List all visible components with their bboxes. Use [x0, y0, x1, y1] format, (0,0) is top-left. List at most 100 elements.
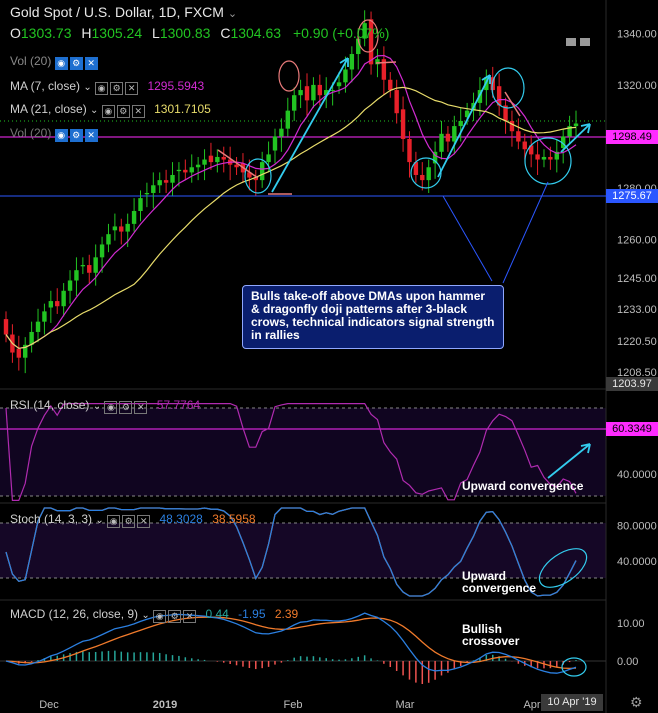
top-icons	[566, 38, 590, 46]
rsi-row[interactable]: RSI (14, close) ⌄ ◉ ⚙ ✕ 57.7764	[10, 398, 200, 414]
symbol-row[interactable]: Gold Spot / U.S. Dollar, 1D, FXCM ⌄	[10, 4, 237, 20]
candle-body	[35, 321, 41, 332]
candle-body	[548, 156, 553, 160]
symbol-title[interactable]: Gold Spot / U.S. Dollar, 1D, FXCM	[10, 4, 224, 20]
candle-body	[170, 174, 175, 183]
candle-body	[234, 164, 239, 168]
candle-body	[496, 86, 502, 106]
close-icon[interactable]: ✕	[183, 610, 197, 623]
candle-body	[99, 244, 105, 258]
date-tag: 10 Apr '19	[541, 694, 603, 711]
price-tick-label: 1320.00	[617, 80, 657, 92]
gear-icon[interactable]: ⚙	[119, 401, 133, 414]
chevron-down-icon[interactable]: ⌄	[95, 515, 104, 526]
date-tick-label: Apr	[523, 699, 540, 711]
eye-icon[interactable]: ◉	[54, 129, 68, 142]
candle-body	[23, 344, 28, 358]
stoch-row[interactable]: Stoch (14, 3, 3) ⌄ ◉ ⚙ ✕ 48.3028 38.5958	[10, 512, 256, 528]
eye-icon[interactable]: ◉	[107, 515, 121, 528]
macd-row[interactable]: MACD (12, 26, close, 9) ⌄ ◉ ⚙ ✕ 0.44 -1.95…	[10, 607, 298, 623]
candle-body	[189, 167, 194, 173]
gear-icon[interactable]: ⚙	[116, 105, 130, 118]
candle-body	[151, 185, 156, 193]
candle-body	[93, 257, 98, 273]
eye-icon[interactable]: ◉	[95, 82, 109, 95]
candle-body	[183, 169, 188, 173]
candle-body	[48, 301, 54, 308]
candle-body	[573, 123, 579, 127]
gear-icon[interactable]: ⚙	[122, 515, 136, 528]
stoch-tick-label: 40.0000	[617, 556, 657, 568]
chevron-down-icon[interactable]: ⌄	[92, 401, 102, 412]
close-icon[interactable]: ✕	[131, 105, 145, 118]
eye-icon[interactable]: ◉	[101, 105, 115, 118]
candle-body	[336, 82, 342, 87]
vol-row[interactable]: Vol (20) ◉ ⚙ ✕	[10, 54, 100, 70]
ma21-row[interactable]: MA (21, close) ⌄ ◉ ⚙ ✕ 1301.7105	[10, 102, 211, 118]
stoch-k-line	[5, 507, 577, 597]
gear-icon[interactable]: ⚙	[110, 82, 124, 95]
candle-body	[61, 290, 66, 307]
stoch-band	[0, 523, 606, 578]
candle-body	[266, 154, 271, 163]
low-value: 1300.83	[159, 25, 211, 41]
close-icon[interactable]: ✕	[84, 129, 98, 142]
price-tag-rsi: 60.3349	[606, 422, 658, 436]
settings-gear-icon[interactable]: ⚙	[630, 694, 643, 710]
arrow-up-apr-head	[580, 123, 591, 134]
circle-peak-feb	[278, 60, 300, 92]
date-tick-label: Dec	[39, 699, 59, 711]
candle-body	[131, 211, 137, 224]
candle-body	[509, 120, 515, 132]
rsi-label: RSI (14, close)	[10, 398, 90, 412]
main-annotation-box: Bulls take-off above DMAs upon hammer & …	[242, 285, 504, 349]
macd-signal-value: 2.39	[274, 607, 299, 621]
candle-body	[567, 126, 572, 137]
chevron-down-icon[interactable]: ⌄	[141, 610, 150, 621]
candle-body	[413, 162, 419, 175]
gear-icon[interactable]: ⚙	[69, 129, 83, 142]
stoch-annotation-1: Upward	[462, 569, 507, 583]
candle-body	[202, 159, 207, 165]
arrow-up-jan-head	[339, 57, 349, 67]
candle-body	[176, 169, 182, 172]
close-value: 1304.63	[230, 25, 282, 41]
arrow-up-mar-head	[481, 74, 491, 84]
candle-body	[112, 226, 118, 231]
close-icon[interactable]: ✕	[134, 401, 148, 414]
eye-icon[interactable]: ◉	[153, 610, 167, 623]
ma7-row[interactable]: MA (7, close) ⌄ ◉ ⚙ ✕ 1295.5943	[10, 79, 204, 95]
close-icon[interactable]: ✕	[84, 57, 98, 70]
circle-macd	[561, 657, 587, 677]
candle-body	[362, 23, 367, 39]
gear-icon[interactable]: ⚙	[69, 57, 83, 70]
candle-body	[368, 19, 374, 65]
candle-body	[74, 270, 79, 281]
ma7-label: MA (7, close)	[10, 79, 81, 93]
gear-icon[interactable]: ⚙	[168, 610, 182, 623]
date-tick-label: 2019	[153, 699, 177, 711]
chevron-down-icon[interactable]: ⌄	[227, 8, 238, 20]
candle-body	[407, 138, 412, 163]
macd-hist-value: 0.44	[205, 607, 229, 621]
close-icon[interactable]: ✕	[137, 515, 151, 528]
macd-tick-label: 0.00	[617, 656, 638, 668]
stoch-k-value: 48.3028	[159, 512, 203, 526]
chevron-down-icon[interactable]: ⌄	[83, 82, 92, 93]
chevron-down-icon[interactable]: ⌄	[90, 105, 99, 116]
vol2-row[interactable]: Vol (20) ◉ ⚙ ✕	[10, 126, 100, 142]
rsi-annotation: Upward convergence	[462, 479, 584, 493]
candle-body	[215, 156, 220, 163]
candle-body	[163, 180, 169, 183]
close-icon[interactable]: ✕	[125, 82, 139, 95]
candle-body	[285, 110, 290, 129]
eye-icon[interactable]: ◉	[54, 57, 68, 70]
low-label: L	[152, 25, 160, 41]
vol2-label: Vol (20)	[10, 126, 52, 140]
eye-icon[interactable]: ◉	[104, 401, 118, 414]
collapse-icon	[566, 38, 576, 46]
arrow-rsi-head	[580, 443, 591, 454]
arrow-up-jan	[271, 57, 349, 193]
macd-label: MACD (12, 26, close, 9)	[10, 607, 139, 621]
